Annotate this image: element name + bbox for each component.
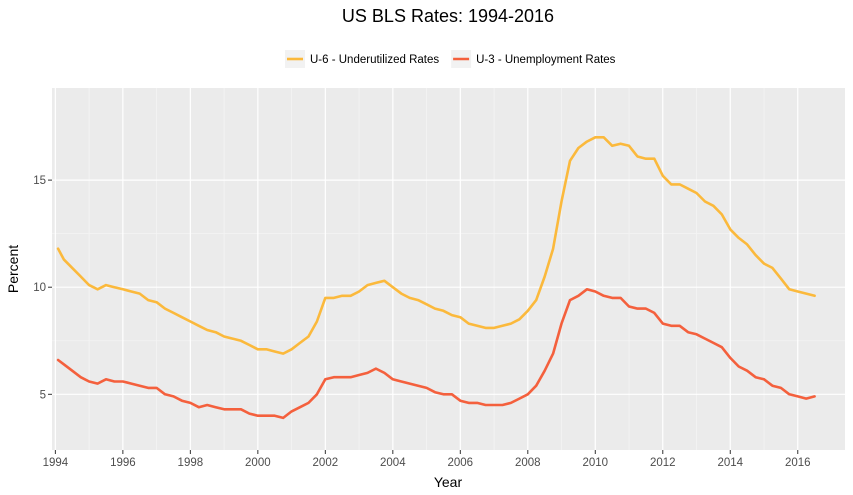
x-tick-label: 2012 <box>650 457 676 469</box>
x-tick-label: 1994 <box>43 457 69 469</box>
x-tick-label: 2016 <box>785 457 811 469</box>
x-tick-label: 2006 <box>448 457 474 469</box>
chart-title: US BLS Rates: 1994-2016 <box>342 6 554 26</box>
y-tick-label: 10 <box>33 282 46 294</box>
x-tick-label: 2002 <box>313 457 339 469</box>
legend: U-6 - Underutilized Rates U-3 - Unemploym… <box>285 50 616 68</box>
x-tick-label: 1998 <box>178 457 204 469</box>
legend-label: U-3 - Unemployment Rates <box>476 54 616 66</box>
series-layer <box>56 136 816 420</box>
axes: 1994 1996 1998 2000 2002 2004 2006 2008 2010 2012… <box>33 175 810 469</box>
y-tick-label: 15 <box>33 175 46 187</box>
y-tick-label: 5 <box>40 389 46 401</box>
grid-lines <box>52 88 845 450</box>
x-tick-label: 2010 <box>582 457 608 469</box>
x-tick-label: 2008 <box>515 457 541 469</box>
legend-item-u6: U-6 - Underutilized Rates <box>285 50 439 68</box>
x-tick-label: 2000 <box>245 457 271 469</box>
legend-label: U-6 - Underutilized Rates <box>310 54 439 66</box>
plot-panel <box>52 88 845 450</box>
series-line-u6 <box>56 136 816 355</box>
x-tick-label: 2014 <box>717 457 743 469</box>
x-tick-label: 2004 <box>380 457 406 469</box>
x-axis-title: Year <box>434 474 463 490</box>
y-axis-title: Percent <box>5 245 21 293</box>
x-tick-label: 1996 <box>110 457 136 469</box>
legend-item-u3: U-3 - Unemployment Rates <box>451 50 616 68</box>
series-line-u3 <box>56 287 816 420</box>
